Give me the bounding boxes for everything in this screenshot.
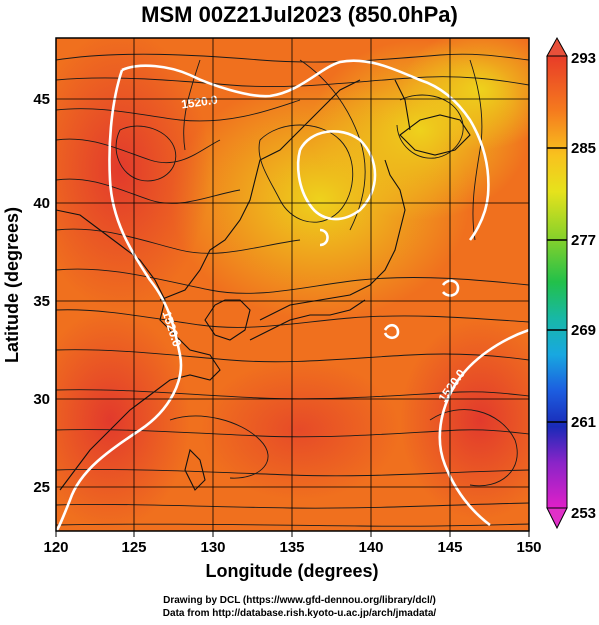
colorbar-scale (546, 55, 568, 509)
x-tick-marks (55, 531, 530, 537)
credit-data-source: Data from http://database.rish.kyoto-u.a… (162, 608, 437, 619)
y-tick-label: 45 (33, 91, 50, 108)
x-tick-label: 125 (121, 539, 146, 556)
x-tick-label: 120 (43, 539, 68, 556)
map-title: MSM 00Z21Jul2023 (850.0hPa) (141, 2, 458, 27)
x-tick-label: 135 (279, 539, 304, 556)
colorbar-label: 277 (571, 232, 596, 249)
y-tick-label: 40 (33, 195, 50, 212)
colorbar-label: 269 (571, 322, 596, 339)
colorbar-bottom-arrow (546, 507, 568, 530)
grid-lines (56, 38, 529, 531)
coastlines (56, 79, 471, 491)
x-tick-label: 145 (437, 539, 462, 556)
x-tick-label: 130 (200, 539, 225, 556)
y-axis-label: Latitude (degrees) (2, 207, 22, 363)
x-tick-labels: 120 125 130 135 140 145 150 (43, 539, 541, 556)
colorbar-label: 253 (571, 505, 596, 522)
y-tick-label: 35 (33, 293, 50, 310)
colorbar-label: 261 (571, 414, 596, 431)
contour-label: 1520.0 (180, 93, 219, 112)
colorbar-label: 293 (571, 50, 596, 67)
x-tick-label: 140 (358, 539, 383, 556)
y-tick-label: 25 (33, 479, 50, 496)
colorbar: 293 285 277 269 261 253 (546, 36, 596, 530)
x-axis-label: Longitude (degrees) (205, 561, 378, 581)
y-tick-label: 30 (33, 391, 50, 408)
y-tick-labels: 25 30 35 40 45 (33, 91, 50, 496)
x-tick-label: 150 (516, 539, 541, 556)
credit-drawing: Drawing by DCL (https://www.gfd-dennou.o… (163, 595, 436, 606)
colorbar-top-arrow (546, 36, 568, 57)
colorbar-label: 285 (571, 140, 596, 157)
